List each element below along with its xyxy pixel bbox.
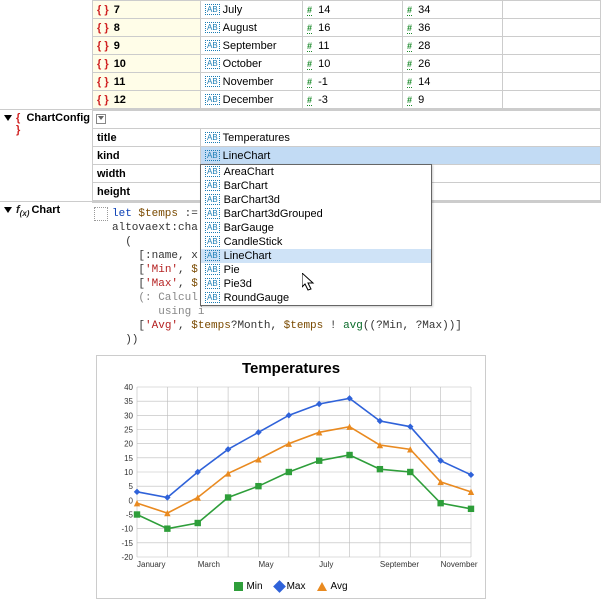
string-type-icon: AB (205, 264, 220, 275)
chart: Temperatures -20 -15 -10 -5 0 5 10 15 20 25 30 35 40 J… (96, 355, 486, 599)
dropdown-item[interactable]: ABBarGauge (201, 221, 431, 235)
section-title: Chart (31, 204, 60, 216)
string-type-icon: AB (205, 278, 220, 289)
chart-title: Temperatures (101, 360, 481, 377)
svg-text:May: May (258, 560, 273, 569)
svg-text:35: 35 (124, 397, 133, 406)
config-row[interactable]: kindABLineChart (93, 147, 601, 165)
svg-text:-10: -10 (121, 525, 133, 534)
number-type-icon: # (407, 95, 412, 106)
table-row[interactable]: { } 12ABDecember# -3# 9 (93, 91, 601, 109)
string-type-icon: AB (205, 22, 220, 33)
svg-text:July: July (319, 560, 333, 569)
svg-text:-5: -5 (126, 511, 134, 520)
config-key: width (93, 165, 201, 183)
svg-text:0: 0 (129, 496, 134, 505)
dropdown-item[interactable]: ABPie (201, 263, 431, 277)
kind-dropdown[interactable]: ABAreaChartABBarChartABBarChart3dABBarCh… (200, 164, 432, 306)
collapse-icon[interactable] (4, 207, 12, 213)
filter-icon[interactable] (96, 114, 106, 124)
config-key: kind (93, 147, 201, 165)
config-key: title (93, 129, 201, 147)
dropdown-item[interactable]: ABBarChart3d (201, 193, 431, 207)
config-value[interactable]: ABTemperatures (201, 129, 601, 147)
number-type-icon: # (307, 59, 312, 70)
svg-text:20: 20 (124, 440, 133, 449)
svg-text:15: 15 (124, 454, 133, 463)
svg-text:January: January (137, 560, 165, 569)
config-value[interactable]: ABLineChart (201, 147, 601, 165)
data-table: { } 7ABJuly# 14# 34{ } 8ABAugust# 16# 36… (92, 0, 601, 109)
string-type-icon: AB (205, 250, 220, 261)
string-type-icon: AB (205, 4, 220, 15)
svg-text:-15: -15 (121, 539, 133, 548)
svg-text:November: November (441, 560, 478, 569)
dropdown-item[interactable]: ABLineChart (201, 249, 431, 263)
string-type-icon: AB (205, 76, 220, 87)
string-type-icon: AB (205, 222, 220, 233)
dropdown-item[interactable]: ABBarChart (201, 179, 431, 193)
number-type-icon: # (307, 41, 312, 52)
string-type-icon: AB (205, 40, 220, 51)
string-type-icon: AB (205, 150, 220, 161)
table-row[interactable]: { } 11ABNovember# -1# 14 (93, 73, 601, 91)
number-type-icon: # (407, 5, 412, 16)
table-row[interactable]: { } 7ABJuly# 14# 34 (93, 1, 601, 19)
svg-text:5: 5 (129, 482, 134, 491)
dropdown-item[interactable]: ABBarChart3dGrouped (201, 207, 431, 221)
code-gutter-icon (94, 207, 108, 221)
string-type-icon: AB (205, 236, 220, 247)
svg-text:-20: -20 (121, 553, 133, 562)
string-type-icon: AB (205, 166, 220, 177)
section-chartconfig[interactable]: { } ChartConfig (0, 110, 92, 201)
number-type-icon: # (407, 59, 412, 70)
section-chart[interactable]: f(x) Chart (0, 202, 92, 603)
table-row[interactable]: { } 10ABOctober# 10# 26 (93, 55, 601, 73)
svg-text:30: 30 (124, 411, 133, 420)
string-type-icon: AB (205, 208, 220, 219)
string-type-icon: AB (205, 132, 220, 143)
string-type-icon: AB (205, 58, 220, 69)
dropdown-item[interactable]: ABCandleStick (201, 235, 431, 249)
dropdown-item[interactable]: ABAreaChart (201, 165, 431, 179)
svg-text:March: March (198, 560, 220, 569)
number-type-icon: # (407, 41, 412, 52)
string-type-icon: AB (205, 180, 220, 191)
string-type-icon: AB (205, 292, 220, 303)
table-row[interactable]: { } 9ABSeptember# 11# 28 (93, 37, 601, 55)
string-type-icon: AB (205, 94, 220, 105)
number-type-icon: # (307, 95, 312, 106)
table-row[interactable]: { } 8ABAugust# 16# 36 (93, 19, 601, 37)
svg-text:September: September (380, 560, 419, 569)
dropdown-item[interactable]: ABPie3d (201, 277, 431, 291)
dropdown-item[interactable]: ABRoundGauge (201, 291, 431, 305)
collapse-icon[interactable] (4, 115, 12, 121)
number-type-icon: # (407, 77, 412, 88)
number-type-icon: # (407, 23, 412, 34)
section-title: ChartConfig (26, 112, 90, 124)
string-type-icon: AB (205, 194, 220, 205)
svg-text:25: 25 (124, 426, 133, 435)
svg-text:10: 10 (124, 468, 133, 477)
number-type-icon: # (307, 23, 312, 34)
number-type-icon: # (307, 5, 312, 16)
number-type-icon: # (307, 77, 312, 88)
svg-text:40: 40 (124, 383, 133, 392)
config-key: height (93, 183, 201, 201)
config-row[interactable]: titleABTemperatures (93, 129, 601, 147)
chart-legend: MinMaxAvg (101, 579, 481, 596)
